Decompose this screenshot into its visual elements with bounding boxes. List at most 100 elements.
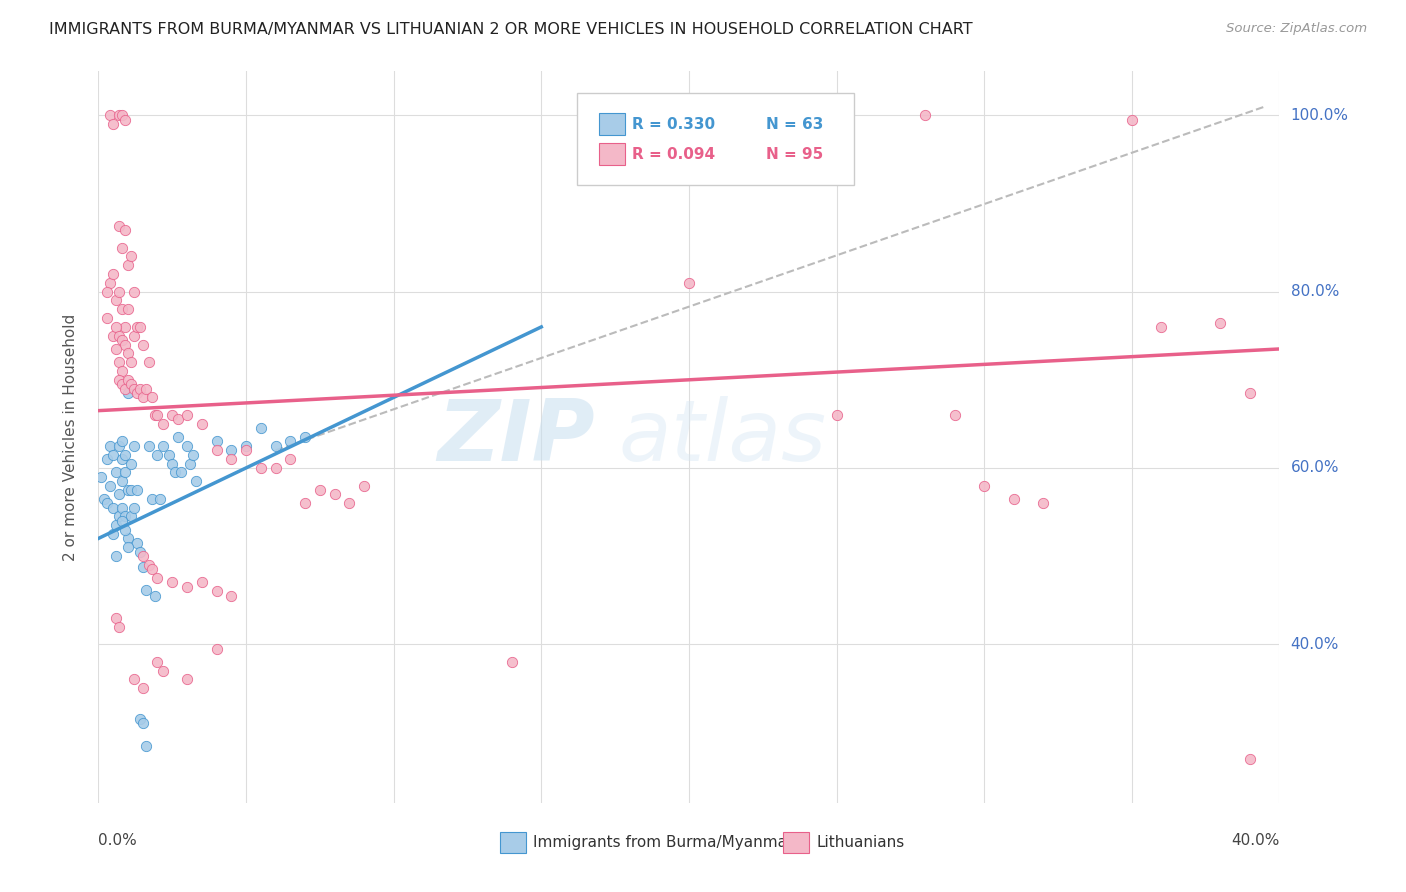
Point (111, 364, 134, 378)
Point (120, 377, 142, 392)
Point (221, 589, 243, 603)
Point (141, 491, 163, 506)
Point (1150, 320, 1173, 334)
Point (141, 562, 163, 576)
Point (135, 582, 157, 597)
Point (111, 377, 134, 392)
Point (103, 527, 125, 541)
Point (117, 483, 139, 497)
Text: Source: ZipAtlas.com: Source: ZipAtlas.com (1226, 22, 1367, 36)
Point (114, 448, 136, 462)
Text: atlas: atlas (619, 395, 827, 479)
Point (114, 509, 136, 524)
Point (103, 500, 125, 515)
Point (221, 443, 243, 458)
Point (280, 434, 302, 449)
Point (111, 108, 134, 122)
Point (122, 500, 145, 515)
Point (105, 342, 128, 356)
Point (105, 466, 128, 480)
Point (135, 739, 157, 753)
Text: IMMIGRANTS FROM BURMA/MYANMAR VS LITHUANIAN 2 OR MORE VEHICLES IN HOUSEHOLD CORR: IMMIGRANTS FROM BURMA/MYANMAR VS LITHUAN… (49, 22, 973, 37)
Bar (599, 143, 626, 165)
Point (98, 276, 121, 290)
Point (125, 386, 148, 401)
FancyBboxPatch shape (576, 94, 855, 185)
Text: R = 0.094: R = 0.094 (633, 146, 716, 161)
Point (1239, 386, 1261, 401)
Point (167, 430, 190, 444)
Point (205, 641, 228, 656)
Point (105, 320, 128, 334)
Point (167, 412, 190, 426)
Point (117, 540, 139, 554)
Point (117, 373, 139, 387)
Point (146, 571, 169, 585)
Point (117, 386, 139, 401)
Point (191, 417, 214, 431)
Point (141, 391, 163, 405)
Y-axis label: 2 or more Vehicles in Household: 2 or more Vehicles in Household (63, 313, 77, 561)
Point (108, 487, 131, 501)
Point (501, 655, 523, 669)
Point (120, 249, 142, 263)
Point (117, 258, 139, 272)
Text: 100.0%: 100.0% (1291, 108, 1348, 123)
Point (122, 328, 145, 343)
Point (108, 219, 131, 233)
Point (114, 466, 136, 480)
Point (176, 439, 198, 453)
Point (157, 448, 180, 462)
Text: 60.0%: 60.0% (1291, 460, 1339, 475)
Point (1032, 496, 1054, 510)
Point (264, 439, 287, 453)
Point (152, 417, 174, 431)
Point (143, 589, 166, 603)
Point (162, 457, 183, 471)
Point (103, 117, 125, 131)
Point (294, 430, 316, 444)
Point (98, 478, 121, 492)
Point (138, 558, 160, 572)
Point (117, 302, 139, 317)
Point (108, 355, 131, 369)
Point (120, 457, 142, 471)
Point (128, 382, 150, 396)
Bar (783, 832, 810, 853)
Point (114, 320, 136, 334)
Bar (599, 113, 626, 135)
Point (96, 496, 118, 510)
Point (825, 408, 848, 422)
Point (111, 434, 134, 449)
Point (165, 466, 187, 480)
Point (162, 575, 183, 590)
Point (146, 655, 169, 669)
Point (353, 478, 375, 492)
Point (146, 408, 169, 422)
Point (96, 452, 118, 467)
Point (114, 112, 136, 127)
Point (108, 509, 131, 524)
Point (103, 267, 125, 281)
Point (111, 333, 134, 347)
Point (111, 474, 134, 488)
Point (90, 469, 112, 483)
Point (128, 544, 150, 558)
Point (149, 491, 172, 506)
Point (122, 439, 145, 453)
Point (111, 452, 134, 467)
Point (678, 276, 700, 290)
Point (108, 373, 131, 387)
Point (93, 491, 115, 506)
Point (111, 500, 134, 515)
Point (152, 439, 174, 453)
Point (1121, 112, 1143, 127)
Point (143, 408, 166, 422)
Point (125, 536, 148, 550)
Point (235, 439, 257, 453)
Point (125, 320, 148, 334)
Point (221, 452, 243, 467)
Point (114, 337, 136, 351)
Point (128, 320, 150, 334)
Point (250, 461, 273, 475)
